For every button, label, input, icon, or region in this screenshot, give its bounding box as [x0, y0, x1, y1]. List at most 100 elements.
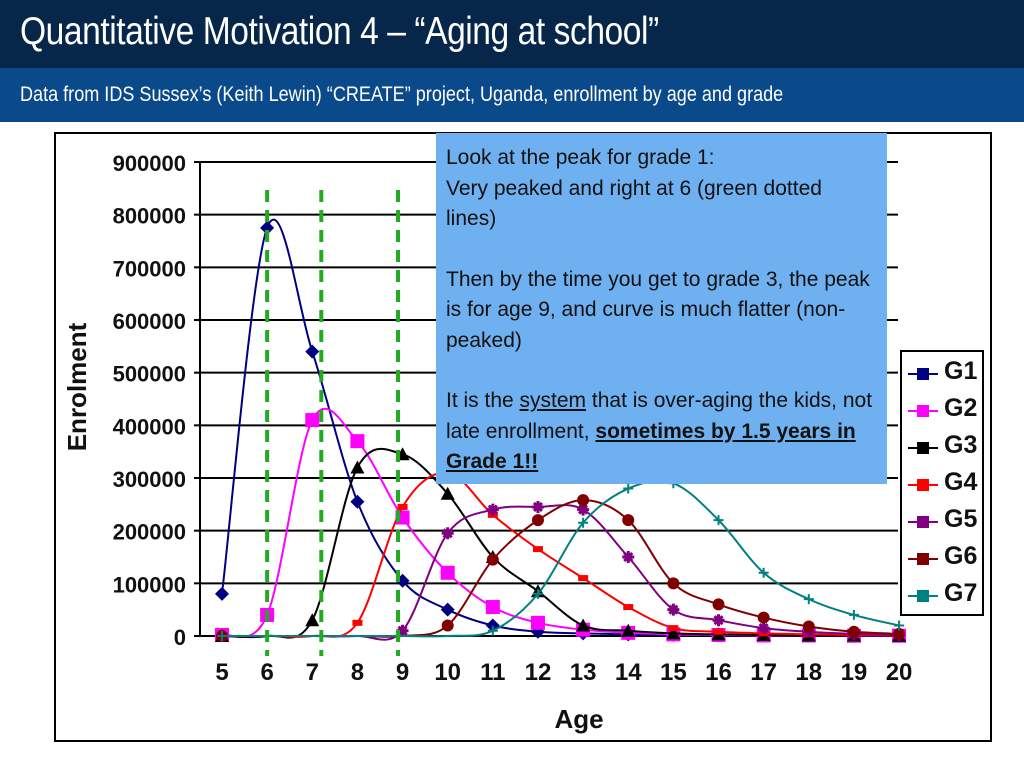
x-tick-label: 7 [306, 659, 319, 686]
data-point-g7 [532, 588, 543, 599]
x-tick-label: 9 [396, 659, 409, 686]
x-tick-label: 17 [750, 659, 777, 686]
y-tick-label: 400000 [113, 414, 186, 439]
data-point-g6 [441, 619, 454, 632]
x-tick-label: 14 [615, 659, 642, 686]
data-point-g6 [622, 514, 635, 527]
data-point-g4 [352, 619, 363, 626]
data-point-g5 [441, 527, 454, 540]
x-tick-label: 19 [841, 659, 868, 686]
data-point-g3 [621, 623, 636, 637]
data-point-g2 [530, 615, 545, 630]
legend-item-g4: G4 [906, 467, 984, 503]
x-tick-label: 10 [434, 659, 461, 686]
data-point-g7 [713, 515, 724, 526]
legend-swatch [908, 368, 938, 380]
x-tick-label: 18 [795, 659, 822, 686]
legend-item-g6: G6 [906, 541, 984, 577]
data-point-g6 [712, 598, 725, 611]
legend-swatch [908, 553, 938, 565]
x-tick-label: 8 [351, 659, 364, 686]
callout-system-word: system [519, 389, 587, 412]
legend-label: G1 [944, 357, 978, 385]
data-point-g5 [712, 614, 725, 627]
data-point-g7 [894, 620, 905, 631]
slide-subtitle: Data from IDS Sussex’s (Keith Lewin) “CR… [20, 83, 784, 106]
legend-swatch [908, 479, 938, 491]
data-point-g1 [350, 494, 365, 509]
slide-title: Quantitative Motivation 4 – “Aging at sc… [20, 10, 659, 53]
legend-label: G6 [944, 542, 978, 570]
data-point-g6 [802, 620, 815, 633]
data-point-g7 [217, 631, 227, 641]
y-tick-label: 0 [174, 625, 186, 650]
callout-text: It is the [446, 389, 520, 412]
data-point-g7 [623, 483, 634, 494]
legend-label: G4 [944, 468, 978, 496]
x-tick-label: 12 [525, 659, 552, 686]
y-tick-label: 600000 [113, 309, 186, 334]
data-point-g5 [531, 500, 544, 513]
data-point-g2 [485, 600, 500, 615]
callout-line-2: Very peaked and right at 6 (green dotted… [446, 176, 822, 231]
data-point-g7 [848, 609, 859, 620]
series-line-g7 [222, 479, 900, 638]
legend-swatch [908, 405, 938, 417]
data-point-g6 [847, 625, 860, 638]
legend-item-g2: G2 [906, 393, 984, 429]
legend-label: G2 [944, 394, 978, 422]
data-point-g1 [260, 220, 275, 235]
callout-text: that is over-aging the kids, not late en… [446, 389, 873, 443]
x-tick-label: 6 [260, 659, 273, 686]
legend-label: G5 [944, 505, 978, 533]
y-tick-label: 500000 [113, 362, 186, 387]
x-tick-label: 15 [660, 659, 687, 686]
y-tick-label: 100000 [113, 572, 186, 597]
subtitle-bar: Data from IDS Sussex’s (Keith Lewin) “CR… [0, 68, 1024, 122]
data-point-g4 [397, 503, 408, 510]
callout-emphasis: sometimes by 1.5 years in Grade 1!! [446, 419, 856, 474]
data-point-g4 [713, 628, 724, 635]
data-point-g2 [305, 413, 320, 428]
data-point-g5 [486, 503, 499, 516]
callout-paragraph-2: Then by the time you get to grade 3, the… [446, 267, 870, 352]
legend-label: G7 [944, 579, 978, 607]
data-point-g5 [757, 622, 770, 635]
x-tick-label: 5 [215, 659, 228, 686]
callout-line-1: Look at the peak for grade 1: [446, 146, 715, 169]
legend-swatch [908, 516, 938, 528]
data-point-g2 [440, 565, 455, 580]
legend-swatch [908, 590, 938, 602]
data-point-g5 [396, 624, 409, 637]
data-point-g7 [803, 594, 814, 605]
callout-paragraph-3: It is the system that is over-aging the … [446, 386, 877, 478]
y-tick-label: 800000 [113, 204, 186, 229]
data-point-g6 [577, 494, 590, 507]
legend-item-g5: G5 [906, 504, 984, 540]
legend-item-g1: G1 [906, 356, 984, 392]
data-point-g5 [622, 551, 635, 563]
data-point-g1 [305, 344, 320, 359]
y-tick-label: 900000 [113, 151, 186, 176]
x-axis-title: Age [554, 704, 603, 734]
y-tick-label: 700000 [113, 256, 186, 281]
x-tick-label: 16 [705, 659, 732, 686]
data-point-g6 [486, 553, 499, 566]
legend-item-g7: G7 [906, 578, 984, 614]
data-point-g6 [893, 627, 906, 640]
callout-box: Look at the peak for grade 1: Very peake… [436, 133, 887, 484]
data-point-g4 [668, 625, 679, 632]
x-tick-label: 13 [570, 659, 597, 686]
y-tick-label: 200000 [113, 520, 186, 545]
data-point-g4 [623, 604, 634, 611]
data-point-g7 [758, 567, 769, 578]
data-point-g5 [577, 503, 590, 516]
data-point-g4 [578, 575, 589, 582]
y-tick-label: 300000 [113, 467, 186, 492]
data-point-g3 [440, 486, 455, 500]
data-point-g4 [532, 546, 543, 553]
y-axis-title: Enrolment [62, 322, 92, 451]
chart-legend: G1 G2 G3 G4 G5 G6 G7 [900, 350, 984, 616]
data-point-g6 [667, 577, 680, 590]
data-point-g5 [667, 603, 680, 616]
